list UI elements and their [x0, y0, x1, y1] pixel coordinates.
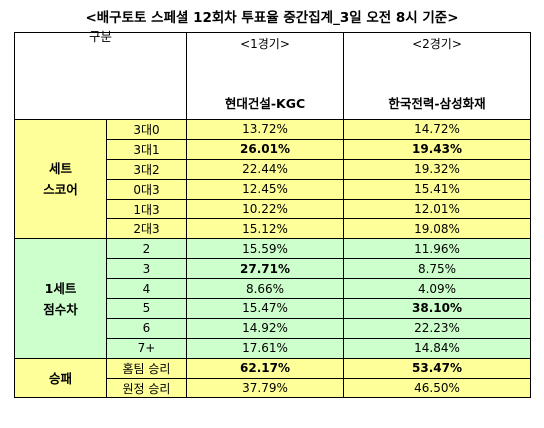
game2-rate-cell: 53.47%	[343, 357, 531, 379]
row-label-cell: 6	[106, 317, 187, 339]
game1-rate-cell: 17.61%	[186, 337, 344, 359]
table-row: 원정 승리 37.79% 46.50%	[15, 377, 531, 399]
row-label-cell: 2대3	[106, 218, 187, 240]
game1-rate-cell: 8.66%	[186, 278, 344, 300]
section-name-line: 점수차	[43, 301, 78, 317]
section-name-line: 세트	[48, 161, 72, 177]
group-header-cell: 구분	[14, 29, 187, 120]
game1-rate-cell: 62.17%	[186, 357, 344, 379]
row-label-cell: 3대2	[106, 158, 187, 180]
table-row: 3대1 26.01% 19.43%	[15, 138, 531, 160]
row-label-cell: 3	[106, 258, 187, 280]
vote-rate-table: 구분 <1경기> 현대건설-KGC <2경기> 한국전력-삼성화재 세트 스코어 3…	[14, 29, 531, 399]
game2-rate-cell: 38.10%	[343, 298, 531, 319]
game1-rate-cell: 15.47%	[186, 298, 344, 319]
table-row: 4 8.66% 4.09%	[15, 278, 531, 300]
game1-rate-cell: 12.45%	[186, 178, 344, 200]
game2-rate-cell: 12.01%	[343, 198, 531, 220]
game1-header-cell: <1경기> 현대건설-KGC	[186, 32, 344, 120]
game2-rate-cell: 14.84%	[343, 337, 531, 359]
section-name-cell: 승패	[14, 357, 107, 399]
game2-header-cell: <2경기> 한국전력-삼성화재	[343, 32, 531, 120]
page-title: <배구토토 스페셜 12회차 투표율 중간집계_3일 오전 8시 기준>	[85, 10, 459, 26]
table-row: 3대2 22.44% 19.32%	[15, 158, 531, 180]
game1-label: <1경기>	[240, 37, 290, 51]
row-label-cell: 5	[106, 298, 187, 319]
game2-rate-cell: 19.08%	[343, 218, 531, 240]
game2-rate-cell: 4.09%	[343, 278, 531, 300]
game2-teams: 한국전력-삼성화재	[388, 96, 486, 111]
group-header-label: 구분	[88, 29, 112, 44]
table-row: 1대3 10.22% 12.01%	[15, 198, 531, 220]
table-row: 2대3 15.12% 19.08%	[15, 218, 531, 240]
game1-rate-cell: 13.72%	[186, 119, 344, 140]
row-label-cell: 3대1	[106, 138, 187, 160]
row-label-cell: 홈팀 승리	[106, 357, 187, 379]
game2-rate-cell: 11.96%	[343, 238, 531, 260]
game1-rate-cell: 27.71%	[186, 258, 344, 280]
game1-rate-cell: 15.12%	[186, 218, 344, 240]
game1-rate-cell: 26.01%	[186, 138, 344, 160]
table-row: 승패 홈팀 승리 62.17% 53.47%	[14, 357, 531, 399]
game1-rate-cell: 14.92%	[186, 317, 344, 339]
game1-teams: 현대건설-KGC	[224, 96, 306, 111]
row-label-cell: 4	[106, 278, 187, 300]
table-row: 7+ 17.61% 14.84%	[15, 337, 531, 359]
section-name-line: 승패	[48, 370, 72, 386]
game2-rate-cell: 19.32%	[343, 158, 531, 180]
header-row: 구분 <1경기> 현대건설-KGC <2경기> 한국전력-삼성화재	[14, 29, 531, 120]
game2-rate-cell: 8.75%	[343, 258, 531, 280]
row-label-cell: 0대3	[106, 178, 187, 200]
game2-rate-cell: 22.23%	[343, 317, 531, 339]
game2-rate-cell: 19.43%	[343, 138, 531, 160]
game1-rate-cell: 15.59%	[186, 238, 344, 260]
game2-label: <2경기>	[412, 37, 462, 51]
table-row: 3 27.71% 8.75%	[15, 258, 531, 280]
table-row: 6 14.92% 22.23%	[15, 317, 531, 339]
row-label-cell: 1대3	[106, 198, 187, 220]
table-row: 1세트 점수차 2 15.59% 11.96%	[14, 238, 531, 359]
game2-rate-cell: 14.72%	[343, 119, 531, 140]
section-name-line: 스코어	[43, 182, 78, 198]
row-label-cell: 원정 승리	[106, 377, 187, 399]
row-label-cell: 7+	[106, 337, 187, 359]
section-name-line: 1세트	[44, 280, 77, 296]
game1-rate-cell: 10.22%	[186, 198, 344, 220]
game1-rate-cell: 22.44%	[186, 158, 344, 180]
row-label-cell: 2	[106, 238, 187, 260]
game2-rate-cell: 15.41%	[343, 178, 531, 200]
table-row: 세트 스코어 3대0 13.72% 14.72%	[14, 118, 531, 240]
game1-rate-cell: 37.79%	[186, 377, 344, 399]
row-label-cell: 3대0	[106, 119, 187, 140]
game2-rate-cell: 46.50%	[343, 377, 531, 399]
